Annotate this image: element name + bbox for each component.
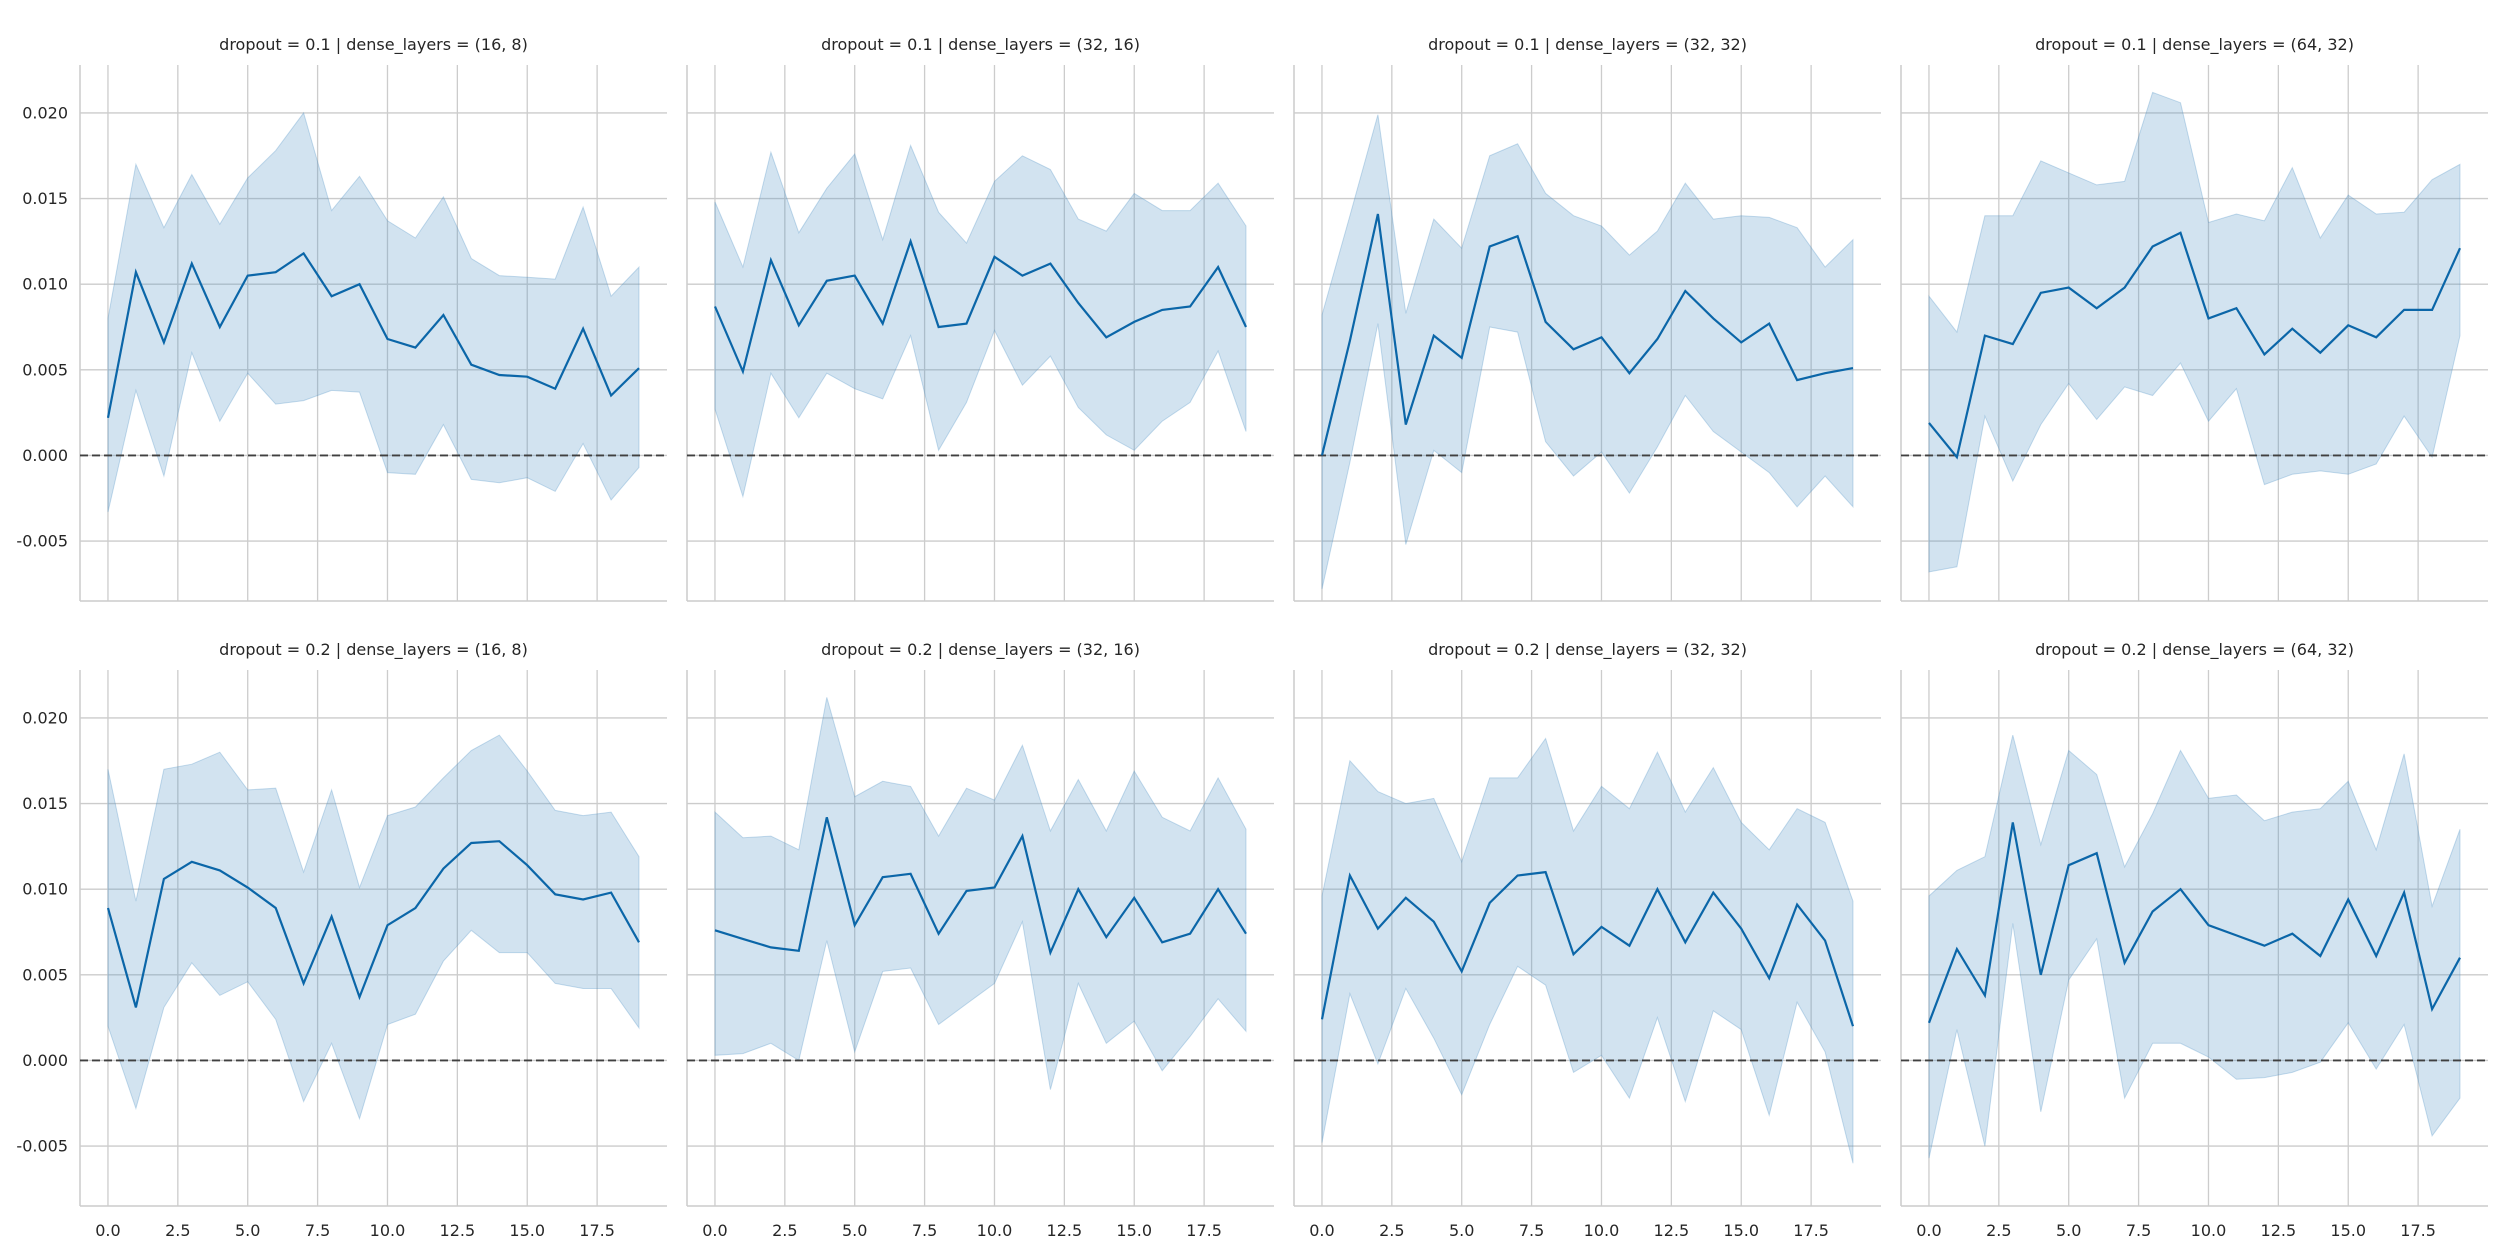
x-tick-label: 5.0 [842, 1221, 867, 1240]
x-tick-label: 12.5 [440, 1221, 476, 1240]
confidence-band [1321, 114, 1854, 590]
x-tick-label: 15.0 [1723, 1221, 1759, 1240]
mean-line [106, 840, 640, 1008]
mean-line [1320, 870, 1855, 1027]
x-tick-label: 10.0 [977, 1221, 1013, 1240]
x-tick-label: 17.5 [1793, 1221, 1829, 1240]
y-tick-label: 0.000 [22, 446, 68, 465]
x-tick-label: 2.5 [772, 1221, 797, 1240]
x-tick-label: 0.0 [1916, 1221, 1941, 1240]
x-tick-label: 0.0 [95, 1221, 120, 1240]
panel-title: dropout = 0.1 | dense_layers = (64, 32) [2035, 35, 2354, 55]
panel-title: dropout = 0.1 | dense_layers = (32, 16) [821, 35, 1140, 55]
panel-title: dropout = 0.1 | dense_layers = (32, 32) [1428, 35, 1747, 55]
y-tick-label: 0.010 [22, 880, 68, 899]
x-tick-label: 12.5 [2261, 1221, 2297, 1240]
mean-line [106, 251, 640, 419]
facet-panel-4: dropout = 0.1 | dense_layers = (64, 32) [1900, 35, 2488, 602]
x-tick-label: 5.0 [2056, 1221, 2081, 1240]
panel-title: dropout = 0.2 | dense_layers = (16, 8) [219, 640, 528, 660]
facet-panel-3: dropout = 0.1 | dense_layers = (32, 32) [1293, 35, 1881, 602]
y-tick-label: 0.005 [22, 360, 68, 379]
panel-title: dropout = 0.2 | dense_layers = (32, 16) [821, 640, 1140, 660]
confidence-band [1928, 734, 2461, 1159]
x-tick-label: 0.0 [702, 1221, 727, 1240]
confidence-band [1928, 91, 2461, 573]
facet-panel-7: dropout = 0.2 | dense_layers = (32, 32) 0… [1293, 640, 1881, 1240]
mean-line [713, 237, 1247, 375]
panel-title: dropout = 0.2 | dense_layers = (32, 32) [1428, 640, 1747, 660]
y-tick-label: 0.020 [22, 103, 68, 122]
confidence-band [714, 697, 1247, 1090]
confidence-band [107, 734, 640, 1121]
facet-panel-5: dropout = 0.2 | dense_layers = (16, 8) -0… [16, 640, 667, 1240]
y-tick-label: 0.010 [22, 275, 68, 294]
mean-line [714, 817, 1247, 957]
x-tick-label: 5.0 [1449, 1221, 1474, 1240]
x-tick-label: 2.5 [1379, 1221, 1404, 1240]
x-tick-label: 17.5 [1186, 1221, 1222, 1240]
confidence-band [714, 144, 1247, 499]
y-tick-label: -0.005 [16, 532, 68, 551]
x-tick-label: 7.5 [912, 1221, 937, 1240]
x-tick-label: 12.5 [1047, 1221, 1083, 1240]
x-tick-label: 5.0 [235, 1221, 260, 1240]
panel-title: dropout = 0.2 | dense_layers = (64, 32) [2035, 640, 2354, 660]
y-tick-label: 0.000 [22, 1051, 68, 1070]
panel-title: dropout = 0.1 | dense_layers = (16, 8) [219, 35, 528, 55]
x-tick-label: 17.5 [579, 1221, 615, 1240]
x-tick-label: 15.0 [509, 1221, 545, 1240]
y-tick-label: 0.005 [22, 965, 68, 984]
confidence-band [1321, 737, 1854, 1164]
x-tick-label: 15.0 [1116, 1221, 1152, 1240]
x-tick-label: 10.0 [370, 1221, 406, 1240]
facet-panel-8: dropout = 0.2 | dense_layers = (64, 32) 0… [1900, 640, 2488, 1240]
y-tick-label: -0.005 [16, 1137, 68, 1156]
x-tick-label: 15.0 [2330, 1221, 2366, 1240]
y-tick-label: 0.015 [22, 189, 68, 208]
x-tick-label: 7.5 [2126, 1221, 2151, 1240]
mean-line [1320, 213, 1854, 456]
facet-panel-1: dropout = 0.1 | dense_layers = (16, 8) -0… [16, 35, 667, 602]
y-tick-label: 0.020 [22, 708, 68, 727]
x-tick-label: 10.0 [2191, 1221, 2227, 1240]
facet-panel-2: dropout = 0.1 | dense_layers = (32, 16) [686, 35, 1274, 602]
x-tick-label: 7.5 [305, 1221, 330, 1240]
x-tick-label: 2.5 [165, 1221, 190, 1240]
mean-line [1928, 231, 2462, 460]
mean-line [1927, 822, 2461, 1024]
y-tick-label: 0.015 [22, 794, 68, 813]
x-tick-label: 0.0 [1309, 1221, 1334, 1240]
x-tick-label: 2.5 [1986, 1221, 2011, 1240]
facet-panel-6: dropout = 0.2 | dense_layers = (32, 16) 0… [686, 640, 1274, 1240]
x-tick-label: 10.0 [1584, 1221, 1620, 1240]
x-tick-label: 7.5 [1519, 1221, 1544, 1240]
x-tick-label: 17.5 [2400, 1221, 2436, 1240]
x-tick-label: 12.5 [1654, 1221, 1690, 1240]
